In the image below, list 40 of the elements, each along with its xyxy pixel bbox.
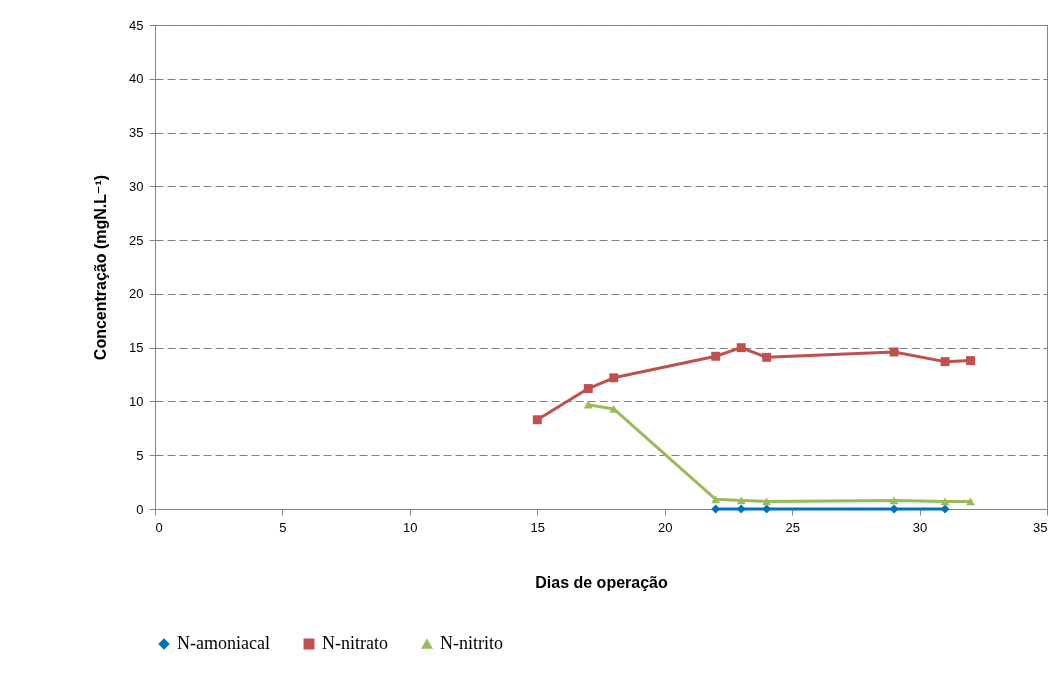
point: [966, 497, 976, 506]
y-tick-label: 0: [136, 501, 144, 517]
point: [711, 351, 721, 361]
y-tick-label: 15: [129, 340, 144, 356]
y-tick-label: 5: [136, 447, 144, 463]
x-tick-label: 5: [279, 519, 287, 535]
x-tick-label: 15: [530, 519, 546, 535]
y-axis-title: Concentração (mgN.L⁻¹): [92, 174, 110, 361]
x-tick-label: 0: [155, 519, 163, 535]
point: [532, 415, 542, 425]
point: [889, 347, 899, 357]
point: [940, 504, 950, 514]
y-tick-label: 35: [129, 125, 144, 141]
x-tick-label: 25: [785, 519, 800, 535]
x-tick-label: 35: [1033, 519, 1048, 535]
y-tick-label: 20: [129, 286, 144, 302]
point: [966, 356, 976, 366]
point: [583, 400, 593, 409]
point: [609, 373, 619, 383]
point: [889, 496, 899, 505]
point: [940, 357, 950, 367]
point: [889, 504, 899, 514]
x-tick-label: 20: [657, 519, 673, 535]
legend-label: N-amoniacal: [177, 633, 270, 653]
x-tick-label: 10: [403, 519, 418, 535]
point: [736, 496, 746, 505]
x-axis-title: Dias de operação: [535, 573, 668, 591]
y-tick-label: 25: [129, 232, 144, 248]
y-tick-label: 10: [129, 393, 144, 409]
point: [736, 343, 746, 353]
legend-label: N-nitrato: [322, 633, 388, 653]
y-tick-label: 30: [129, 178, 144, 194]
legend-label: N-nitrito: [440, 633, 503, 653]
x-tick-label: 30: [912, 519, 928, 535]
y-tick-label: 45: [129, 17, 144, 33]
y-tick-label: 40: [129, 71, 144, 87]
point: [762, 352, 772, 362]
point: [583, 384, 593, 394]
point: [736, 504, 746, 514]
point: [711, 495, 721, 504]
